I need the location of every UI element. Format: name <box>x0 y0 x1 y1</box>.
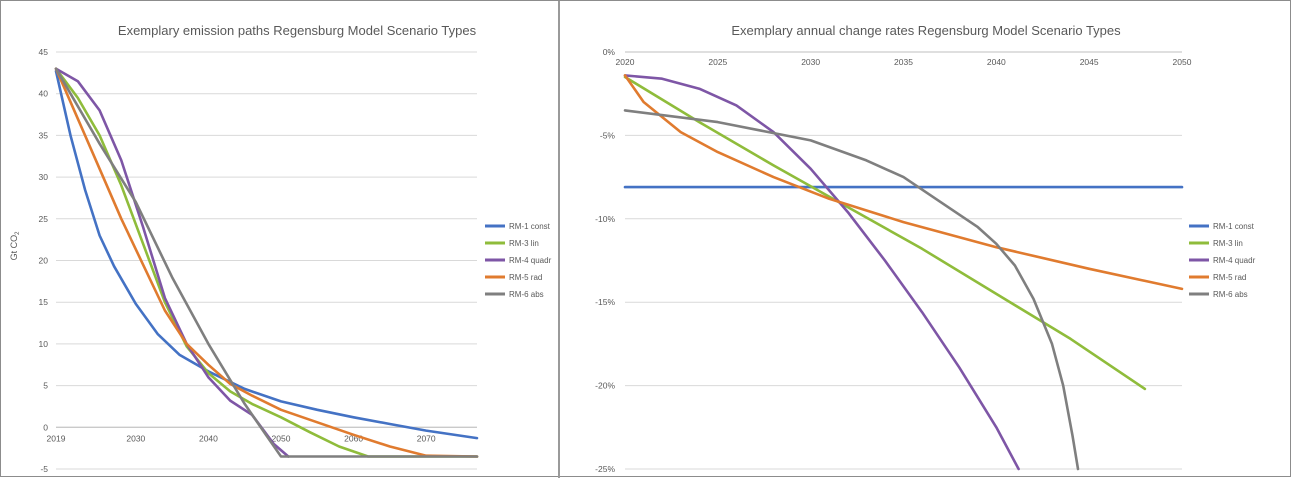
x-tick-label: 2045 <box>1080 57 1099 67</box>
legend-entry: RM-4 quadr <box>1213 256 1256 265</box>
y-tick-label: -10% <box>595 214 615 224</box>
x-tick-label: 2025 <box>708 57 727 67</box>
chart-title: Exemplary emission paths Regensburg Mode… <box>118 23 477 38</box>
legend: RM-1 const RM-3 lin RM-4 quadr RM-5 rad RM-6… <box>485 222 552 299</box>
x-tick-label: 2040 <box>987 57 1006 67</box>
emission-paths-chart: Exemplary emission paths Regensburg Mode… <box>9 23 552 474</box>
series-rm-1-const <box>54 69 479 440</box>
y-tick-label: 15 <box>39 297 49 307</box>
legend-entry: RM-5 rad <box>509 273 542 282</box>
series-rm-3-lin <box>54 67 479 458</box>
x-tick-label: 2050 <box>1173 57 1192 67</box>
y-tick-label: 30 <box>39 172 49 182</box>
x-tick-label: 2050 <box>272 433 291 443</box>
y-tick-label: 0% <box>603 47 616 57</box>
legend-entry: RM-1 const <box>509 222 551 231</box>
series-lines <box>623 74 1184 471</box>
panel-divider <box>558 1 560 478</box>
x-tick-label: 2035 <box>894 57 913 67</box>
y-tick-label: 5 <box>43 381 48 391</box>
legend-entry: RM-3 lin <box>509 239 539 248</box>
y-tick-label: 0 <box>43 422 48 432</box>
legend-entry: RM-6 abs <box>509 290 544 299</box>
legend-entry: RM-6 abs <box>1213 290 1248 299</box>
legend-entry: RM-3 lin <box>1213 239 1243 248</box>
x-tick-label: 2070 <box>417 433 436 443</box>
series-lines <box>54 67 479 458</box>
y-tick-label: -5 <box>40 464 48 474</box>
x-tick-labels: 2020 2025 2030 2035 2040 2045 2050 <box>616 57 1192 67</box>
series-rm-5-rad <box>54 67 479 458</box>
y-tick-label: 10 <box>39 339 49 349</box>
chart-title: Exemplary annual change rates Regensburg… <box>731 23 1121 38</box>
y-tick-label: 20 <box>39 256 49 266</box>
y-tick-label: -5% <box>600 130 616 140</box>
x-tick-labels: 2019 2030 2040 2050 2060 2070 <box>47 433 436 443</box>
y-tick-labels: 0% -5% -10% -15% -20% -25% <box>595 47 615 474</box>
y-tick-label: 25 <box>39 214 49 224</box>
y-tick-label: -20% <box>595 381 615 391</box>
x-tick-label: 2030 <box>801 57 820 67</box>
series-rm-6-abs <box>54 67 479 458</box>
y-axis-label: Gt CO2 <box>9 231 21 261</box>
legend-entry: RM-5 rad <box>1213 273 1246 282</box>
legend: RM-1 const RM-3 lin RM-4 quadr RM-5 rad RM-6… <box>1189 222 1256 299</box>
x-tick-label: 2019 <box>47 433 66 443</box>
x-tick-label: 2060 <box>344 433 363 443</box>
series-rm-3-lin <box>623 75 1147 391</box>
legend-entry: RM-1 const <box>1213 222 1255 231</box>
x-tick-label: 2040 <box>199 433 218 443</box>
y-tick-label: 35 <box>39 130 49 140</box>
series-rm-6-abs <box>623 109 1080 471</box>
series-rm-5-rad <box>623 74 1184 291</box>
series-rm-4-quadr <box>623 74 1020 471</box>
y-tick-label: 45 <box>39 47 49 57</box>
gridlines <box>625 51 1182 470</box>
y-tick-label: 40 <box>39 89 49 99</box>
y-tick-label: -25% <box>595 464 615 474</box>
y-tick-label: -15% <box>595 297 615 307</box>
x-tick-label: 2030 <box>126 433 145 443</box>
y-tick-labels: 45 40 35 30 25 20 15 10 5 0 -5 <box>39 47 49 474</box>
x-tick-label: 2020 <box>616 57 635 67</box>
legend-entry: RM-4 quadr <box>509 256 552 265</box>
